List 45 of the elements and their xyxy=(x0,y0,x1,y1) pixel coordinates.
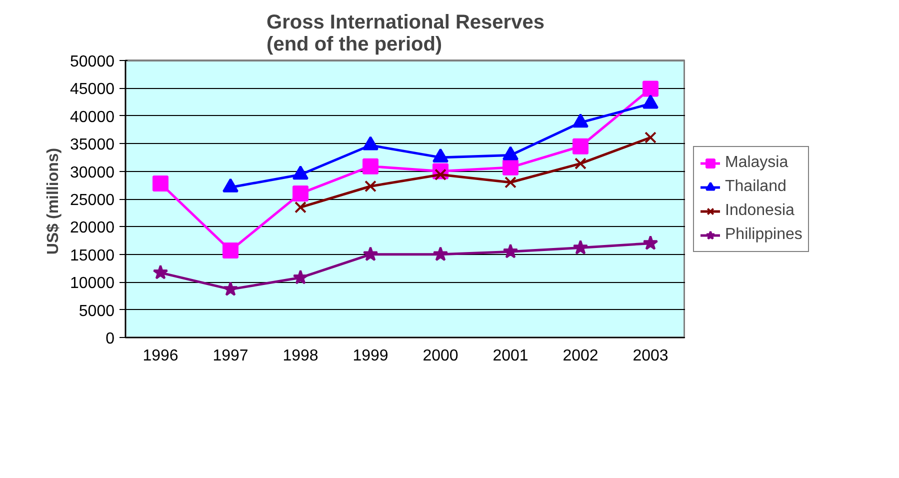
y-axis-title: US$ (millions) xyxy=(45,148,62,255)
chart-title: Gross International Reserves (end of the period) xyxy=(266,12,544,56)
point xyxy=(292,270,308,284)
y-tick-label: 0 xyxy=(106,330,115,348)
point xyxy=(152,264,168,280)
x-tick-label: 2001 xyxy=(492,348,528,364)
legend-label: Malaysia xyxy=(725,154,788,172)
point xyxy=(642,80,658,97)
point xyxy=(432,246,448,262)
y-tick-label: 45000 xyxy=(70,81,115,98)
point xyxy=(364,180,376,192)
point xyxy=(292,185,308,202)
point xyxy=(362,246,378,262)
legend-label: Thailand xyxy=(725,178,786,196)
point xyxy=(222,281,238,296)
point xyxy=(572,240,588,254)
x-tick-label: 2003 xyxy=(632,348,668,364)
y-tick-label: 35000 xyxy=(70,136,115,154)
point xyxy=(642,235,658,250)
x-tick-label: 1998 xyxy=(282,348,318,364)
y-tick-label: 40000 xyxy=(70,108,115,126)
point xyxy=(574,158,586,170)
y-tick-label: 25000 xyxy=(70,192,115,209)
y-tick-label: 5000 xyxy=(78,302,115,320)
y-tick-label: 20000 xyxy=(70,220,115,237)
legend-label: Indonesia xyxy=(725,202,794,220)
x-tick-label: 2002 xyxy=(562,348,598,364)
point xyxy=(644,132,656,144)
y-tick-label: 50000 xyxy=(70,54,115,70)
point xyxy=(502,159,518,176)
y-tick-label: 30000 xyxy=(70,164,115,182)
point xyxy=(294,201,306,214)
point xyxy=(222,242,238,259)
point xyxy=(504,176,516,188)
point xyxy=(572,138,588,154)
y-tick-label: 15000 xyxy=(70,247,115,264)
x-tick-label: 2000 xyxy=(422,348,458,364)
point xyxy=(502,244,518,258)
x-tick-label: 1997 xyxy=(212,348,248,364)
point xyxy=(152,175,168,192)
x-tick-label: 1996 xyxy=(142,348,178,364)
point xyxy=(362,158,378,174)
legend-label: Philippines xyxy=(725,226,802,244)
y-tick-label: 10000 xyxy=(70,275,115,292)
x-tick-label: 1999 xyxy=(352,348,388,364)
